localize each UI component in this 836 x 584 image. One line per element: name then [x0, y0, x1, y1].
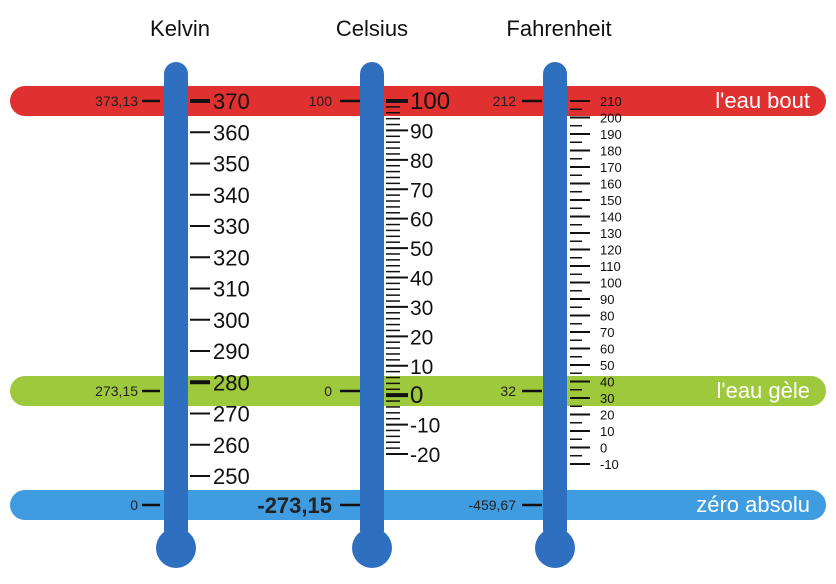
- fahrenheit-tick-label: 20: [600, 408, 614, 423]
- kelvin-tick-label: 320: [213, 245, 250, 270]
- celsius-tick-label: 0: [410, 382, 423, 409]
- fahrenheit-bulb: [535, 528, 575, 568]
- kelvin-tick-label: 340: [213, 183, 250, 208]
- kelvin-title: Kelvin: [150, 16, 210, 41]
- fahrenheit-tick-label: -10: [600, 457, 619, 472]
- freezing-label: l'eau gèle: [716, 378, 811, 403]
- fahrenheit-tick-label: 160: [600, 177, 622, 192]
- fahrenheit-tick-label: 0: [600, 441, 607, 456]
- freeze-fahrenheit-value: 32: [500, 383, 516, 399]
- fahrenheit-tick-label: 80: [600, 309, 614, 324]
- kelvin-tick-label: 360: [213, 120, 250, 145]
- celsius-tick-label: 100: [410, 88, 450, 115]
- celsius-tick-label: 20: [410, 326, 433, 349]
- fahrenheit-tick-label: 100: [600, 276, 622, 291]
- celsius-tick-label: 40: [410, 268, 433, 291]
- fahrenheit-tick-label: 120: [600, 243, 622, 258]
- fahrenheit-tick-label: 140: [600, 210, 622, 225]
- fahrenheit-tick-label: 30: [600, 391, 614, 406]
- fahrenheit-tick-label: 210: [600, 94, 622, 109]
- boiling-label: l'eau bout: [715, 88, 810, 113]
- kelvin-bulb: [156, 528, 196, 568]
- kelvin-tube: [164, 62, 188, 542]
- celsius-bulb: [352, 528, 392, 568]
- celsius-tick-label: 70: [410, 179, 433, 202]
- boil-celsius-value: 100: [309, 93, 333, 109]
- fahrenheit-tick-label: 130: [600, 226, 622, 241]
- kelvin-tick-label: 350: [213, 152, 250, 177]
- celsius-tick-label: 10: [410, 356, 433, 379]
- fahrenheit-tick-label: 70: [600, 325, 614, 340]
- celsius-title: Celsius: [335, 16, 409, 41]
- fahrenheit-tick-label: 10: [600, 424, 614, 439]
- fahrenheit-tube: [543, 62, 567, 542]
- fahrenheit-tick-label: 40: [600, 375, 614, 390]
- kelvin-tick-label: 280: [213, 370, 250, 395]
- fahrenheit-tick-label: 180: [600, 144, 622, 159]
- kelvin-tick-label: 310: [213, 277, 250, 302]
- celsius-tick-label: 90: [410, 120, 433, 143]
- fahrenheit-tick-label: 150: [600, 193, 622, 208]
- kelvin-tick-label: 300: [213, 308, 250, 333]
- celsius-tick-label: -10: [410, 415, 440, 438]
- boil-kelvin-value: 373,13: [95, 93, 138, 109]
- kelvin-tick-label: 250: [213, 464, 250, 489]
- fahrenheit-tick-label: 50: [600, 358, 614, 373]
- fahrenheit-tick-label: 170: [600, 160, 622, 175]
- fahrenheit-title: Fahrenheit: [506, 16, 612, 41]
- kelvin-tick-label: 260: [213, 433, 250, 458]
- celsius-tick-label: -20: [410, 444, 440, 467]
- absolute-celsius-value: -273,15: [257, 493, 332, 518]
- celsius-tick-label: 80: [410, 150, 433, 173]
- celsius-tick-label: 50: [410, 238, 433, 261]
- fahrenheit-tick-label: 110: [600, 259, 621, 274]
- absolute-fahrenheit-value: -459,67: [469, 497, 517, 513]
- fahrenheit-tick-label: 90: [600, 292, 614, 307]
- celsius-tube: [360, 62, 384, 542]
- celsius-tick-label: 60: [410, 209, 433, 232]
- fahrenheit-tick-label: 60: [600, 342, 614, 357]
- freeze-kelvin-value: 273,15: [95, 383, 138, 399]
- kelvin-tick-label: 270: [213, 402, 250, 427]
- boil-fahrenheit-value: 212: [493, 93, 517, 109]
- fahrenheit-tick-label: 200: [600, 111, 622, 126]
- celsius-tick-label: 30: [410, 297, 433, 320]
- fahrenheit-tick-label: 190: [600, 127, 622, 142]
- kelvin-tick-label: 290: [213, 339, 250, 364]
- absolute-zero-label: zéro absolu: [696, 492, 810, 517]
- kelvin-tick-label: 330: [213, 214, 250, 239]
- absolute-kelvin-value: 0: [130, 497, 138, 513]
- kelvin-tick-label: 370: [213, 89, 250, 114]
- freeze-celsius-value: 0: [324, 383, 332, 399]
